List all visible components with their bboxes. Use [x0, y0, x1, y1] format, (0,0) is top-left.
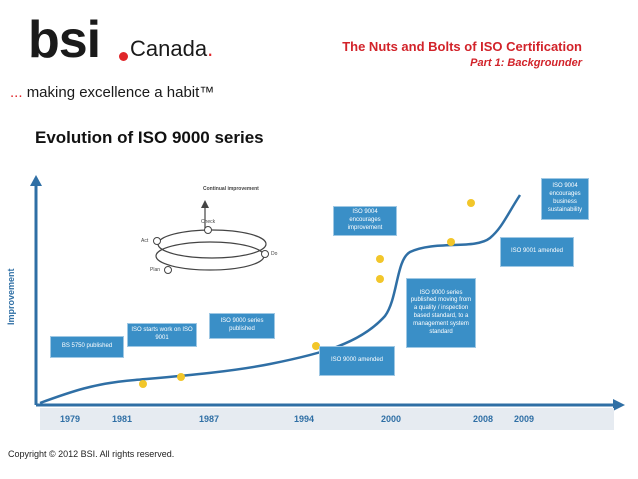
- x-axis-arrow-icon: [613, 399, 625, 411]
- year-label: 1987: [199, 414, 220, 424]
- y-axis-arrow-icon: [30, 175, 42, 186]
- do-node: [261, 250, 269, 258]
- milestone-dot: [312, 342, 320, 350]
- pdca-cycle-ring: [157, 229, 267, 259]
- milestone-box-iso9004-sustainability: ISO 9004 encourages business sustainabil…: [541, 178, 589, 220]
- year-label: 1979: [60, 414, 81, 424]
- milestone-box-iso9004-improvement: ISO 9004 encourages improvement: [333, 206, 397, 236]
- bsi-logo: bsi: [28, 11, 101, 69]
- milestone-dot: [177, 373, 185, 381]
- cycle-act-label: Act: [141, 238, 149, 244]
- pdca-cycle-ring: [155, 241, 265, 271]
- milestone-box-iso9001-amended: ISO 9001 amended: [500, 237, 574, 267]
- milestone-dot: [467, 199, 475, 207]
- cycle-do-label: Do: [271, 251, 278, 257]
- presentation-subtitle: Part 1: Backgrounder: [470, 57, 582, 69]
- cycle-check-label: Check: [201, 219, 216, 225]
- year-label: 1981: [112, 414, 133, 424]
- act-node: [153, 237, 161, 245]
- milestone-box-bs5750: BS 5750 published: [50, 336, 124, 358]
- milestone-dot: [139, 380, 147, 388]
- milestone-box-iso-starts: ISO starts work on ISO 9001: [127, 323, 197, 347]
- plan-node: [164, 266, 172, 274]
- milestone-dot: [447, 238, 455, 246]
- milestone-dot: [376, 275, 384, 283]
- milestone-box-iso9000-management: ISO 9000 series published moving from a …: [406, 278, 476, 348]
- cycle-plan-label: Plan: [150, 267, 161, 273]
- milestone-dot: [376, 255, 384, 263]
- year-label: 2000: [381, 414, 402, 424]
- year-label: 1994: [294, 414, 315, 424]
- cycle-title: Continual improvement: [203, 186, 259, 192]
- logo-suffix: Canada.: [130, 36, 214, 61]
- year-label: 2008: [473, 414, 494, 424]
- milestone-box-iso9000-published: ISO 9000 series published: [209, 313, 275, 339]
- presentation-title: The Nuts and Bolts of ISO Certification: [342, 39, 582, 54]
- improvement-curve: [39, 194, 522, 405]
- logo-dot-icon: [119, 52, 128, 61]
- year-label: 2009: [514, 414, 535, 424]
- check-node: [204, 226, 212, 234]
- y-axis-label: Improvement: [6, 268, 16, 325]
- milestone-box-iso9000-amended: ISO 9000 amended: [319, 346, 395, 376]
- copyright: Copyright © 2012 BSI. All rights reserve…: [8, 449, 175, 459]
- year-bar: [40, 408, 614, 430]
- section-title: Evolution of ISO 9000 series: [35, 128, 264, 147]
- continual-improvement-arrow-icon: [201, 200, 209, 208]
- tagline: ... making excellence a habit™: [10, 84, 215, 101]
